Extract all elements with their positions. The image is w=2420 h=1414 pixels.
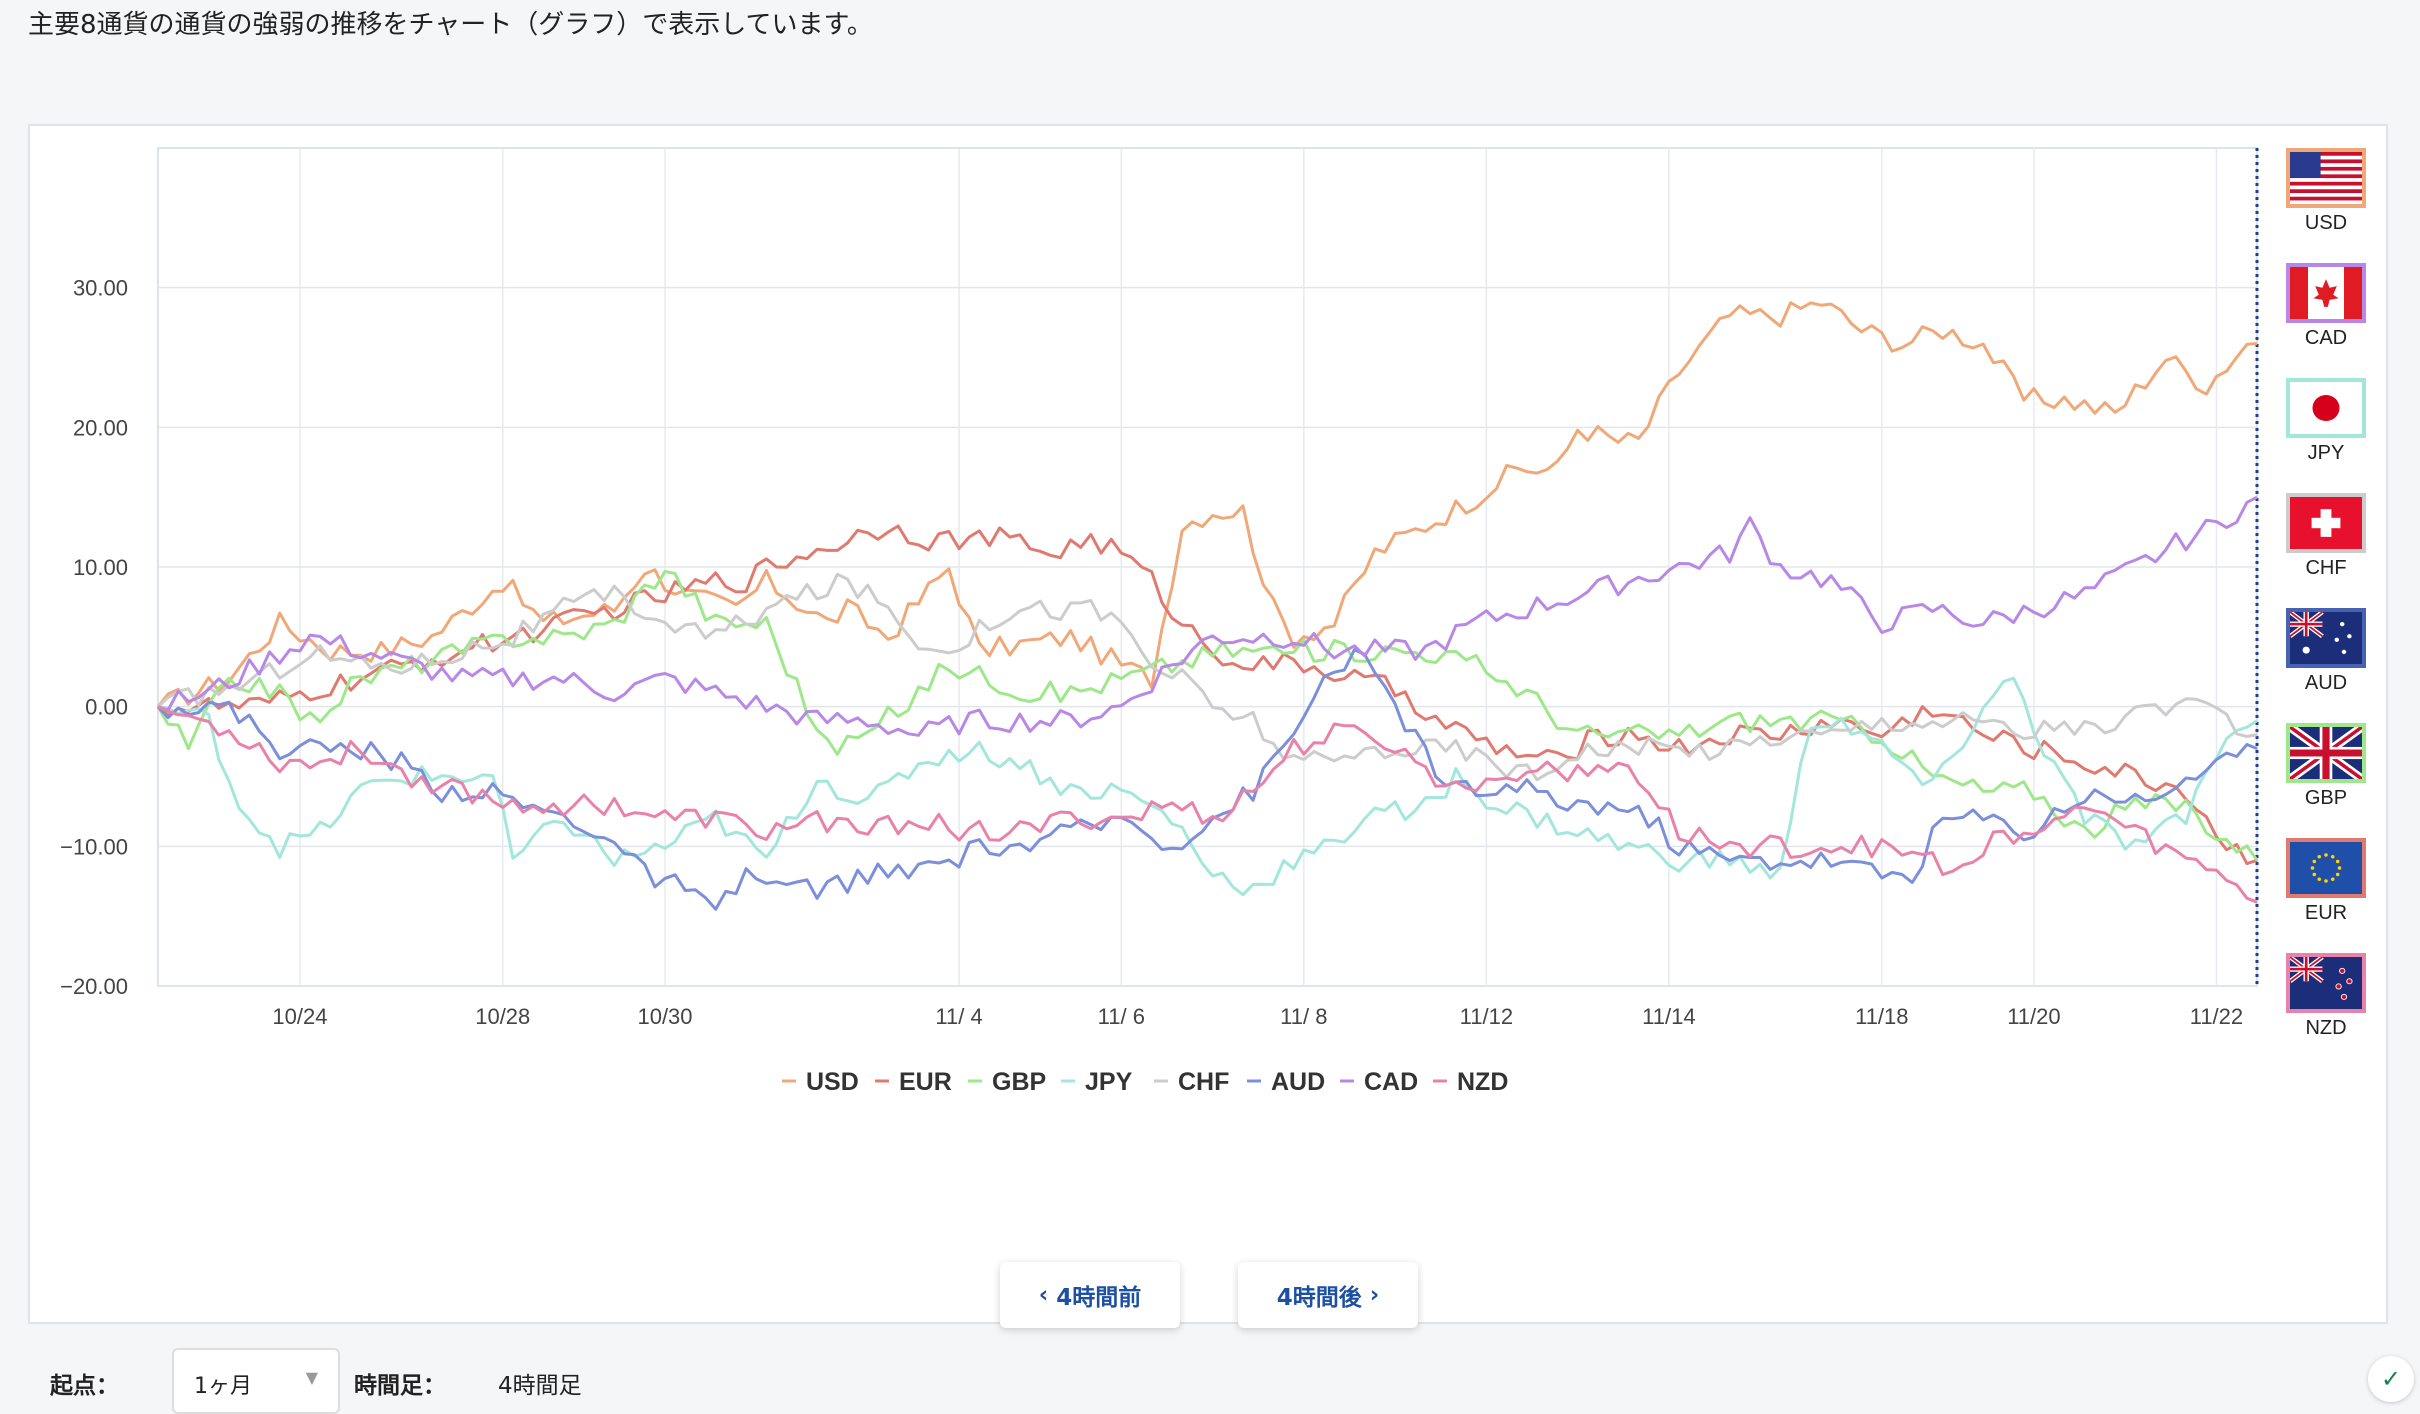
eu-flag-icon[interactable]: [2286, 838, 2366, 898]
y-tick-label: 0.00: [85, 695, 128, 720]
x-tick-label: 11/ 4: [935, 1004, 982, 1029]
site-logo-icon[interactable]: ✓: [2368, 1356, 2414, 1402]
legend-item-aud[interactable]: AUD: [1247, 1068, 1325, 1096]
x-tick-label: 11/18: [1855, 1004, 1908, 1029]
flag-code-label: CHF: [2305, 557, 2347, 579]
legend-label: CAD: [1364, 1068, 1418, 1096]
us-flag-icon[interactable]: [2286, 148, 2366, 208]
japan-flag-icon[interactable]: [2286, 378, 2366, 438]
flag-code-label: USD: [2304, 212, 2348, 234]
x-tick-label: 11/ 8: [1280, 1004, 1327, 1029]
legend-item-usd[interactable]: USD: [782, 1068, 859, 1096]
legend: USD EUR GBP JPY CHF AUD CAD NZD: [782, 1068, 1508, 1096]
chevron-left-icon: ‹: [1038, 1282, 1049, 1308]
series-line-usd[interactable]: [156, 301, 2258, 708]
flag-code-label: CAD: [2304, 327, 2348, 349]
start-point-select[interactable]: 1ヶ月 ▼: [172, 1348, 340, 1414]
y-tick-label: 20.00: [73, 415, 128, 440]
prev-4h-label: 4時間前: [1056, 1285, 1142, 1311]
flag-code-label: GBP: [2304, 787, 2348, 809]
uk-flag-icon[interactable]: [2286, 723, 2366, 783]
legend-label: JPY: [1085, 1068, 1133, 1096]
legend-label: GBP: [992, 1068, 1046, 1096]
y-tick-label: 10.00: [73, 555, 128, 580]
series-line-gbp[interactable]: [156, 570, 2259, 862]
dropdown-caret-icon: ▼: [305, 1368, 318, 1387]
x-tick-label: 10/30: [637, 1004, 692, 1029]
canada-flag-icon[interactable]: [2286, 263, 2366, 323]
legend-item-gbp[interactable]: GBP: [968, 1068, 1046, 1096]
series-line-cad[interactable]: [157, 495, 2258, 737]
legend-item-jpy[interactable]: JPY: [1061, 1068, 1133, 1096]
x-tick-label: 11/14: [1642, 1004, 1695, 1029]
flag-code-label: EUR: [2304, 902, 2348, 924]
chevron-right-icon: ›: [1369, 1282, 1380, 1308]
timeframe-value: 4時間足: [498, 1373, 582, 1399]
legend-label: CHF: [1178, 1068, 1229, 1096]
x-tick-label: 11/20: [2007, 1004, 2060, 1029]
grid-lines: [157, 147, 2258, 987]
axes: 30.00 20.00 10.00 0.00 −10.00 −20.00 10/24 10/2…: [60, 148, 2259, 1029]
legend-item-cad[interactable]: CAD: [1340, 1068, 1418, 1096]
x-tick-label: 11/12: [1460, 1004, 1513, 1029]
legend-label: NZD: [1457, 1068, 1508, 1096]
legend-item-nzd[interactable]: NZD: [1433, 1068, 1508, 1096]
next-4h-button[interactable]: 4時間後 ›: [1238, 1262, 1418, 1328]
chart-panel: 30.00 20.00 10.00 0.00 −10.00 −20.00 10/24 10/2…: [28, 124, 2414, 1414]
flag-code-label: JPY: [2307, 442, 2345, 464]
flag-code-label: NZD: [2305, 1017, 2347, 1039]
x-tick-label: 11/22: [2190, 1004, 2243, 1029]
y-tick-label: −10.00: [60, 834, 128, 859]
x-tick-label: 10/28: [475, 1004, 530, 1029]
start-point-label: 起点：: [50, 1373, 119, 1399]
prev-4h-button[interactable]: ‹ 4時間前: [1000, 1262, 1180, 1328]
currency-strength-chart: 30.00 20.00 10.00 0.00 −10.00 −20.00 10/24 10/2…: [60, 147, 2259, 1096]
next-4h-label: 4時間後: [1276, 1285, 1362, 1311]
series-line-nzd[interactable]: [157, 705, 2258, 904]
timeframe-label: 時間足：: [354, 1373, 446, 1399]
flag-code-label: AUD: [2304, 672, 2348, 694]
legend-label: AUD: [1271, 1068, 1325, 1096]
legend-item-chf[interactable]: CHF: [1154, 1068, 1229, 1096]
legend-item-eur[interactable]: EUR: [875, 1068, 952, 1096]
series-line-eur[interactable]: [157, 524, 2258, 866]
y-tick-label: 30.00: [73, 276, 128, 301]
legend-label: USD: [806, 1068, 859, 1096]
nz-flag-icon[interactable]: [2286, 953, 2366, 1013]
australia-flag-icon[interactable]: [2286, 608, 2366, 668]
legend-label: EUR: [899, 1068, 952, 1096]
x-tick-label: 11/ 6: [1098, 1004, 1145, 1029]
series-line-aud[interactable]: [156, 648, 2258, 911]
x-tick-label: 10/24: [272, 1004, 327, 1029]
switzerland-flag-icon[interactable]: [2286, 493, 2366, 553]
series-line-jpy[interactable]: [157, 676, 2258, 897]
y-tick-label: −20.00: [60, 974, 128, 999]
page-intro-text: 主要8通貨の通貨の強弱の推移をチャート（グラフ）で表示しています。: [28, 10, 873, 40]
series-line-chf[interactable]: [156, 572, 2258, 782]
start-point-value: 1ヶ月: [194, 1374, 252, 1399]
series-lines: [156, 301, 2259, 911]
